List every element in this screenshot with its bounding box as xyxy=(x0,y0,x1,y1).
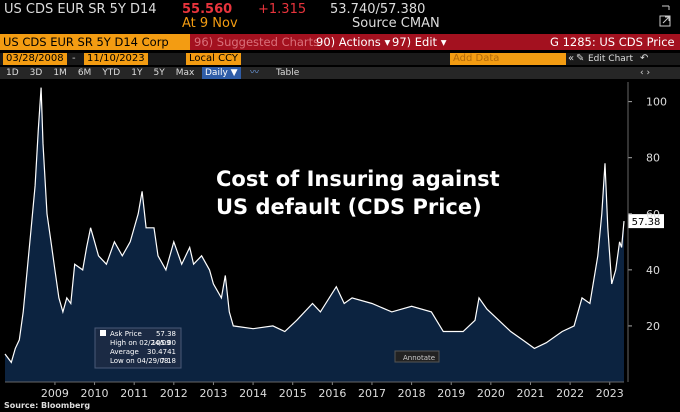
legend-label: Ask Price xyxy=(110,330,142,338)
change: +1.315 xyxy=(258,2,307,17)
legend-value: 30.4741 xyxy=(147,348,176,356)
range-buttons: 1D 3D 1M 6M YTD 1Y 5Y Max xyxy=(6,67,205,79)
quote-source: Source CMAN xyxy=(352,16,440,31)
undo-icon[interactable]: ↶ xyxy=(640,53,649,64)
range-button[interactable]: 6M xyxy=(77,68,92,78)
x-tick-label: 2022 xyxy=(556,387,584,400)
line xyxy=(4,87,625,364)
currency[interactable]: Local CCY xyxy=(186,53,241,65)
legend-label: Average xyxy=(110,348,139,356)
x-tick-label: 2010 xyxy=(81,387,109,400)
price: 55.560 xyxy=(182,2,233,17)
frequency[interactable]: Daily ▼ xyxy=(202,67,241,79)
y-tick-label: 100 xyxy=(646,96,667,109)
x-tick-label: 2016 xyxy=(318,387,346,400)
chart-style-icon[interactable]: 〰 xyxy=(250,68,260,78)
x-tick-label: 2018 xyxy=(398,387,426,400)
last-price-tag xyxy=(628,214,664,229)
x-tick-label: 2013 xyxy=(199,387,227,400)
x-tick-label: 2017 xyxy=(358,387,386,400)
y-tick-label: 40 xyxy=(646,264,660,277)
legend-swatch xyxy=(100,330,106,336)
end-date[interactable]: 11/10/2023 xyxy=(84,53,148,65)
edit-chart[interactable]: Edit Chart xyxy=(588,54,634,64)
y-tick-label: 60 xyxy=(646,208,660,221)
actions-menu[interactable]: 90) Actions ▾ xyxy=(316,35,391,49)
x-tick-label: 2020 xyxy=(477,387,505,400)
add-data[interactable]: Add Data xyxy=(450,53,566,65)
x-tick-label: 2012 xyxy=(160,387,188,400)
area xyxy=(5,87,624,382)
x-tick-label: 2009 xyxy=(41,387,69,400)
bid-ask: 53.740/57.380 xyxy=(330,2,426,17)
annotate-button[interactable] xyxy=(394,350,440,363)
annotate-label: Annotate xyxy=(403,354,435,362)
x-tick-label: 2015 xyxy=(279,387,307,400)
x-tick-label: 2023 xyxy=(596,387,624,400)
window-icons[interactable] xyxy=(640,4,674,30)
y-tick-label: 20 xyxy=(646,320,660,333)
function-name: G 1285: US CDS Price xyxy=(550,35,675,49)
start-date[interactable]: 03/28/2008 xyxy=(3,53,67,65)
legend-label: Low on 04/29/08 xyxy=(110,357,168,365)
suggested-charts[interactable]: 96) Suggested Charts xyxy=(194,35,320,49)
last-price-label: 57.38 xyxy=(632,217,661,228)
chart: 57.38 Cost of Insuring against US default … xyxy=(4,82,667,400)
x-tick-label: 2014 xyxy=(239,387,267,400)
edit-icon[interactable]: ✎ xyxy=(576,53,585,64)
legend-value: 57.38 xyxy=(156,330,176,338)
quote-date: At 9 Nov xyxy=(182,16,238,31)
x-tick-label: 2011 xyxy=(120,387,148,400)
y-tick-label: 80 xyxy=(646,152,660,165)
legend-label: High on 02/24/09 xyxy=(110,339,171,347)
range-button[interactable]: 3D xyxy=(29,68,43,78)
date-dash: - xyxy=(72,53,76,64)
range-button[interactable]: 5Y xyxy=(153,68,165,78)
ticker: US CDS EUR SR 5Y D14 xyxy=(4,2,157,17)
legend-box xyxy=(94,327,182,369)
range-bar xyxy=(0,67,680,79)
footer-source: Source: Bloomberg xyxy=(4,401,91,410)
collapse-icon[interactable]: « xyxy=(568,53,575,64)
edit-menu[interactable]: 97) Edit ▾ xyxy=(392,35,447,49)
range-button[interactable]: Max xyxy=(175,68,195,78)
annotation: Cost of Insuring against US default (CDS … xyxy=(216,167,500,219)
range-button[interactable]: 1M xyxy=(53,68,67,78)
nav-arrows[interactable]: ‹ › xyxy=(640,68,651,78)
range-button[interactable]: 1D xyxy=(6,68,19,78)
legend-value: 7.18 xyxy=(160,357,176,365)
x-tick-label: 2021 xyxy=(516,387,544,400)
table-button[interactable]: Table xyxy=(276,68,300,78)
x-tick-label: 2019 xyxy=(437,387,465,400)
range-button[interactable]: YTD xyxy=(102,68,121,78)
security-field[interactable]: US CDS EUR SR 5Y D14 Corp xyxy=(0,34,190,50)
legend-value: 105.00 xyxy=(152,339,177,347)
range-button[interactable]: 1Y xyxy=(131,68,143,78)
